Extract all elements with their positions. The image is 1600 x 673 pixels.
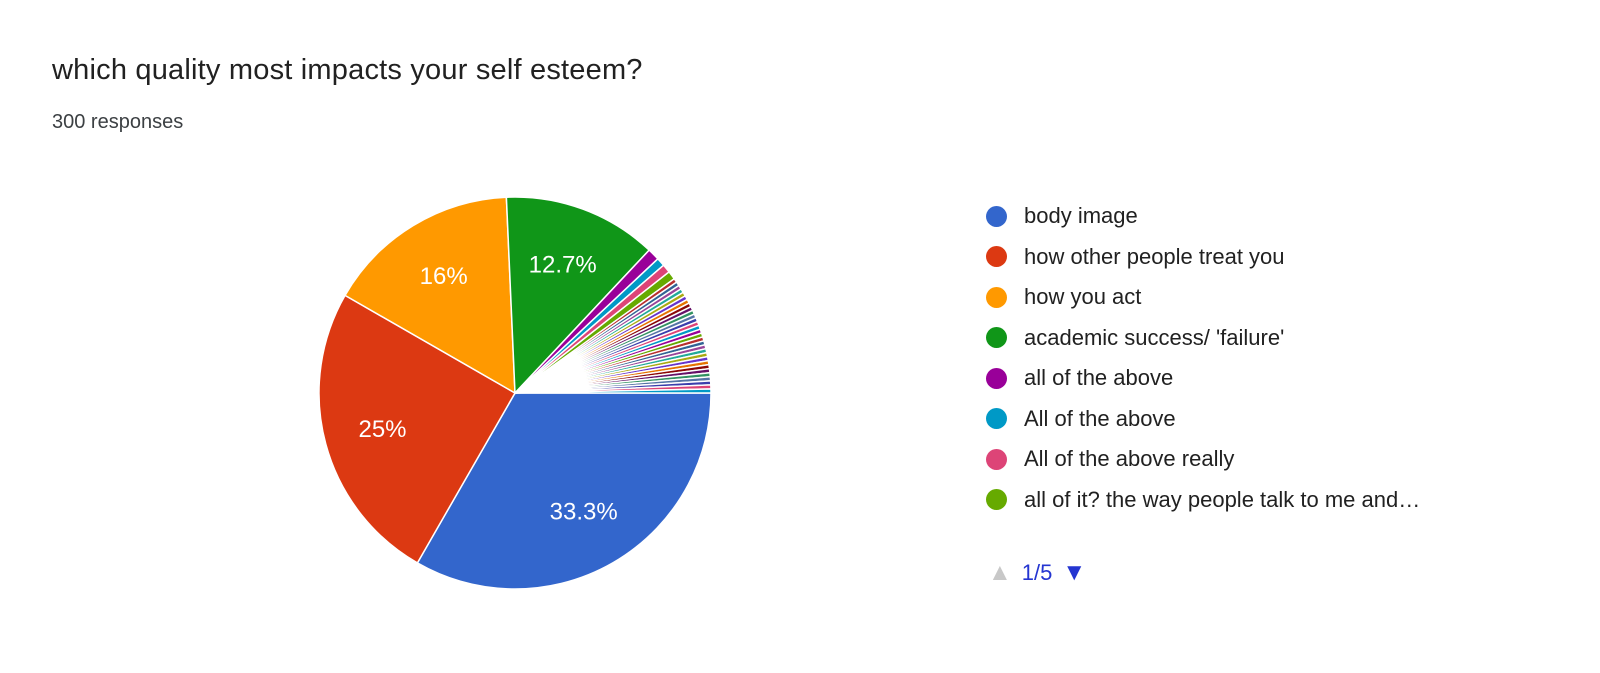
pager-page-label: 1/5 [1021, 560, 1053, 585]
legend-item-label: All of the above really [1024, 446, 1235, 472]
legend-item: body image [986, 196, 1420, 237]
legend-item-label: all of the above [1024, 365, 1174, 391]
legend-pager: ▲ 1/5 ▼ [988, 560, 1086, 586]
pie-slice[interactable] [344, 196, 516, 395]
legend-item: All of the above really [986, 439, 1420, 480]
legend-item: how other people treat you [986, 237, 1420, 278]
pie-slice-label: 16% [420, 263, 468, 290]
legend-item-label: body image [1024, 203, 1138, 229]
legend-dot [986, 489, 1007, 511]
pie-slice[interactable] [505, 196, 651, 395]
legend-item: academic success/ 'failure' [986, 318, 1420, 359]
legend-dot [986, 246, 1007, 268]
legend-dot [986, 367, 1007, 389]
legend-item-label: how you act [1024, 284, 1142, 310]
pie-slice-label: 25% [358, 416, 406, 443]
legend-item-label: all of it? the way people talk to me and… [1024, 486, 1421, 512]
pie-slice[interactable] [416, 392, 712, 590]
legend-item: all of it? the way people talk to me and… [986, 480, 1420, 521]
legend-item-label: how other people treat you [1024, 243, 1285, 269]
legend-item: All of the above [986, 399, 1420, 440]
response-count: 300 responses [52, 111, 184, 133]
pie-chart-svg: 33.3% 25% 16% 12.7% [318, 196, 712, 590]
pie-slice-label: 12.7% [529, 251, 597, 278]
legend-dot [986, 448, 1007, 470]
pager-up-icon[interactable]: ▲ [988, 559, 1012, 586]
question-title: which quality most impacts your self est… [52, 54, 643, 86]
pie-slice[interactable] [318, 294, 517, 564]
pie-slice-label: 33.3% [550, 499, 618, 526]
legend-dot [986, 408, 1007, 430]
card-header: which quality most impacts your self est… [52, 54, 643, 134]
legend-dot [986, 286, 1007, 308]
legend-dot [986, 327, 1007, 349]
legend-dot [986, 205, 1007, 227]
legend-item: all of the above [986, 358, 1420, 399]
pie-slice[interactable] [514, 388, 712, 394]
legend-item: how you act [986, 277, 1420, 318]
pager-down-icon[interactable]: ▼ [1062, 559, 1087, 586]
legend-item-label: All of the above [1024, 405, 1176, 431]
legend: body image how other people treat you how … [986, 196, 1420, 520]
pie-chart: 33.3% 25% 16% 12.7% [300, 178, 730, 608]
legend-item-label: academic success/ 'failure' [1024, 324, 1285, 350]
